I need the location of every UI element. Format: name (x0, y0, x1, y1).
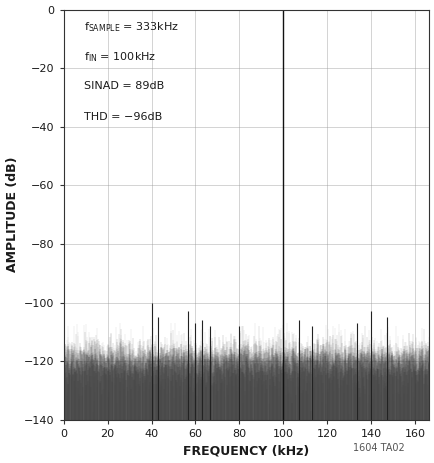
Text: f$_{\mathregular{IN}}$ = 100kHz: f$_{\mathregular{IN}}$ = 100kHz (84, 50, 156, 64)
Y-axis label: AMPLITUDE (dB): AMPLITUDE (dB) (6, 157, 19, 272)
Text: f$_{\mathregular{SAMPLE}}$ = 333kHz: f$_{\mathregular{SAMPLE}}$ = 333kHz (84, 20, 178, 34)
Text: SINAD = 89dB: SINAD = 89dB (84, 81, 164, 91)
Text: 1604 TA02: 1604 TA02 (352, 443, 404, 453)
X-axis label: FREQUENCY (kHz): FREQUENCY (kHz) (183, 444, 309, 457)
Text: THD = −96dB: THD = −96dB (84, 112, 161, 122)
